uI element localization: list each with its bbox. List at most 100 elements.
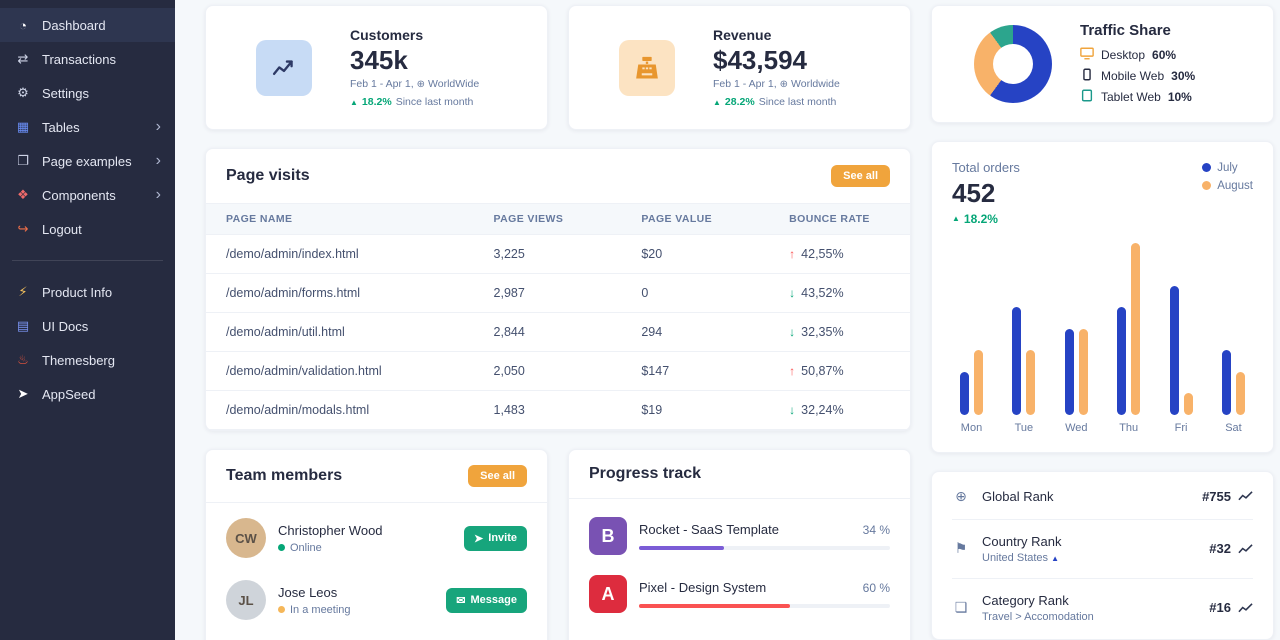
sidebar: ◔ Dashboard ⇄ Transactions ⚙ Settings ▦ …: [0, 0, 175, 640]
orders-bar-chart: Mon Tue Wed Thu Fri Sat: [952, 236, 1253, 434]
tablet-icon: [1080, 89, 1094, 105]
total-orders-label: Total orders: [952, 159, 1020, 175]
legend-item-july: July: [1202, 162, 1253, 174]
bounce-rate: 50,87%: [801, 364, 844, 378]
rank-value: #755: [1202, 488, 1231, 504]
stat-period: Feb 1 - Apr 1, ⊕ WorldWide: [350, 78, 479, 90]
bounce-rate: 43,52%: [801, 286, 844, 300]
total-orders-value: 452: [952, 177, 996, 208]
member-name: Christopher Wood: [278, 522, 383, 538]
bar-july: [1012, 306, 1022, 415]
sidebar-item-label: Components: [42, 187, 116, 203]
bar-july: [1064, 328, 1074, 415]
progress-label: Rocket - SaaS Template: [639, 522, 779, 537]
bounce-rate: 42,55%: [801, 247, 844, 261]
sidebar-item-page-examples[interactable]: ❐ Page examples ›: [0, 144, 175, 178]
sidebar-item-product-info[interactable]: ⚡ Product Info: [0, 275, 175, 309]
sidebar-item-transactions[interactable]: ⇄ Transactions: [0, 42, 175, 76]
table-row[interactable]: /demo/admin/modals.html 1,483 $19 ↓ 32,24%: [206, 390, 910, 430]
trend-arrow-icon: ↑: [789, 364, 796, 378]
progress-row: V Spaces - Listings Template 45 %: [589, 623, 890, 640]
bar-august: [1235, 371, 1245, 415]
bar-group: Tue: [1012, 243, 1036, 434]
sidebar-item-logout[interactable]: ↪ Logout: [0, 212, 175, 246]
legend-value: 10%: [1167, 90, 1192, 105]
caret-up-icon: ▲: [350, 97, 358, 107]
bar-august: [974, 349, 983, 415]
legend-dot: [1202, 181, 1212, 191]
change-note: Since last month: [395, 96, 474, 108]
caret-up-icon: ▲: [952, 214, 960, 224]
pages-icon: ❐: [17, 153, 29, 168]
sidebar-item-label: Transactions: [42, 51, 116, 67]
chart-legend: July August: [1202, 162, 1253, 198]
status-text: In a meeting: [290, 603, 351, 616]
message-button[interactable]: ✉ Message: [446, 587, 527, 613]
chart-icon[interactable]: [1238, 543, 1253, 555]
stat-period: Feb 1 - Apr 1, ⊕ Worldwide: [713, 78, 840, 90]
traffic-share-title: Traffic Share: [1080, 22, 1171, 40]
sidebar-divider: [12, 260, 163, 261]
table-row[interactable]: /demo/admin/index.html 3,225 $20 ↑ 42,55%: [206, 234, 910, 274]
sidebar-item-dashboard[interactable]: ◔ Dashboard: [0, 8, 175, 42]
chart-icon[interactable]: [1238, 490, 1253, 502]
rank-title: Country Rank: [982, 533, 1062, 549]
globe-icon: ⊕: [955, 487, 967, 504]
see-all-button[interactable]: See all: [831, 165, 890, 187]
legend-item-desktop: Desktop 60%: [1080, 47, 1195, 63]
progress-value: 60 %: [862, 580, 890, 595]
legend-value: 30%: [1171, 69, 1196, 84]
angular-icon: A: [589, 575, 627, 613]
x-axis-label: Sat: [1225, 421, 1242, 434]
stat-value: 345k: [350, 45, 408, 75]
sidebar-item-themesberg[interactable]: ♨ Themesberg: [0, 343, 175, 377]
components-icon: ❖: [17, 187, 29, 202]
chevron-right-icon: ›: [155, 118, 161, 135]
globe-icon: ⊕: [416, 78, 426, 90]
stat-change: ▲ 28.2% Since last month: [713, 96, 840, 108]
bar-august: [1078, 328, 1088, 415]
bootstrap-icon: B: [589, 517, 627, 555]
sidebar-item-components[interactable]: ❖ Components ›: [0, 178, 175, 212]
legend-item-tablet: Tablet Web 10%: [1080, 89, 1195, 105]
table-row[interactable]: /demo/admin/validation.html 2,050 $147 ↑ 50…: [206, 351, 910, 391]
bar-july: [1169, 285, 1179, 415]
sidebar-item-settings[interactable]: ⚙ Settings: [0, 76, 175, 110]
traffic-donut-chart: [974, 24, 1052, 103]
rank-value: #16: [1209, 600, 1231, 616]
stat-title: Customers: [350, 27, 424, 43]
sidebar-item-tables[interactable]: ▦ Tables ›: [0, 110, 175, 144]
total-orders-card: Total orders 452 ▲ 18.2% July August Mon…: [931, 140, 1274, 453]
revenue-card: Revenue $43,594 Feb 1 - Apr 1, ⊕ Worldwi…: [568, 5, 911, 130]
bar-group: Mon: [960, 243, 983, 434]
sidebar-item-label: Dashboard: [42, 17, 106, 33]
stat-value: $43,594: [713, 45, 807, 75]
legend-label: Desktop: [1101, 48, 1146, 63]
table-row[interactable]: /demo/admin/forms.html 2,987 0 ↓ 43,52%: [206, 273, 910, 313]
legend-label: Mobile Web: [1101, 69, 1165, 84]
sidebar-nav: ◔ Dashboard ⇄ Transactions ⚙ Settings ▦ …: [0, 8, 175, 411]
sidebar-item-label: AppSeed: [42, 386, 96, 402]
global-rank-row: ⊕ Global Rank #755: [952, 474, 1253, 520]
team-member-row: CW Christopher Wood Online ➤ Invite: [226, 507, 527, 569]
chart-icon[interactable]: [1238, 602, 1253, 614]
sidebar-item-ui-docs[interactable]: ▤ UI Docs: [0, 309, 175, 343]
invite-button[interactable]: ➤ Invite: [464, 525, 527, 551]
bolt-icon: ⚡: [18, 284, 28, 299]
see-all-button[interactable]: See all: [468, 465, 527, 487]
progress-track-card: Progress track B Rocket - SaaS Template …: [568, 449, 911, 640]
sidebar-item-appseed[interactable]: ➤ AppSeed: [0, 377, 175, 411]
trend-arrow-icon: ↓: [789, 403, 796, 417]
chart-line-icon: [256, 39, 312, 96]
table-row[interactable]: /demo/admin/util.html 2,844 294 ↓ 32,35%: [206, 312, 910, 352]
sidebar-item-label: Settings: [42, 85, 89, 101]
logout-icon: ↪: [17, 221, 29, 236]
x-axis-label: Thu: [1119, 421, 1139, 434]
chat-icon: ✉: [456, 594, 466, 607]
progress-label: Pixel - Design System: [639, 580, 767, 595]
bounce-rate: 32,24%: [801, 403, 844, 417]
team-member-row: BG Bonnie Green ➤ Invite: [226, 631, 527, 640]
change-percent: 28.2%: [724, 96, 755, 108]
